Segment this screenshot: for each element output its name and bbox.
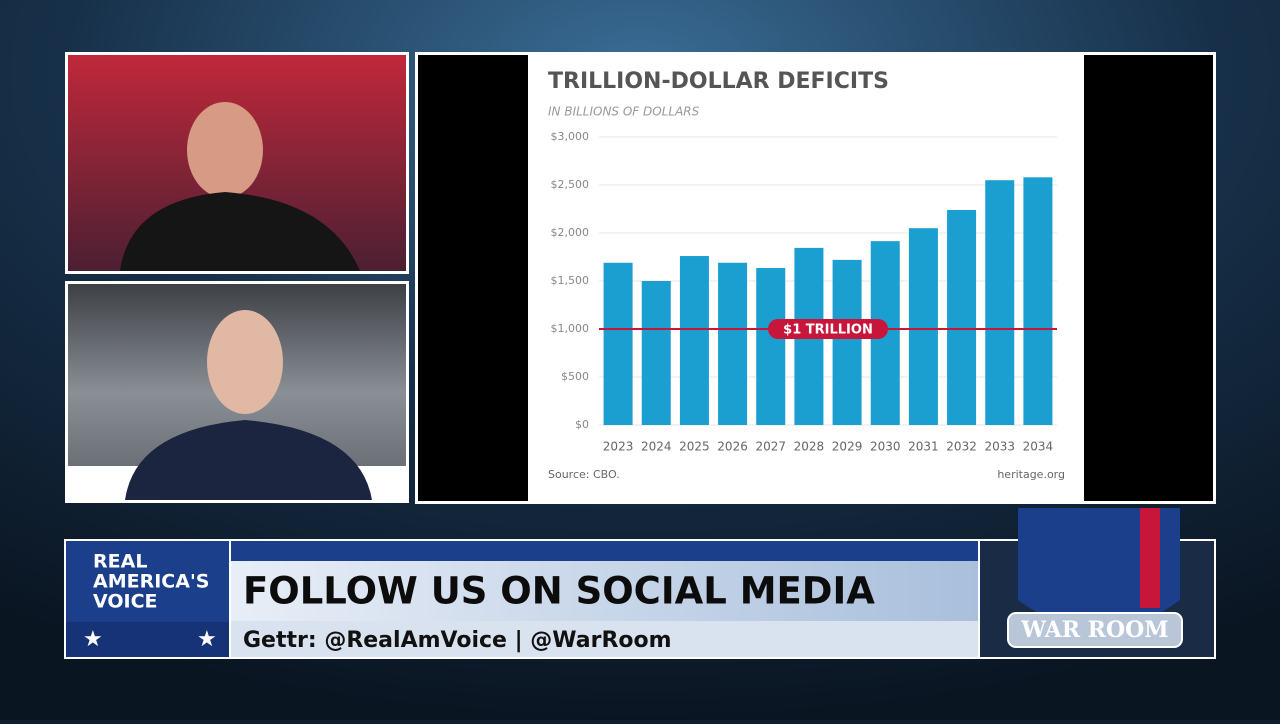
x-tick-label: 2029 <box>832 440 863 454</box>
x-tick-label: 2027 <box>755 440 786 454</box>
show-logo-plate <box>1007 612 1183 648</box>
y-tick-label: $0 <box>575 418 589 431</box>
show-logo-stripe <box>1140 508 1160 608</box>
bar <box>908 228 938 425</box>
y-tick-label: $2,000 <box>551 226 590 239</box>
chart-credit: heritage.org <box>997 468 1065 481</box>
x-tick-label: 2023 <box>603 440 634 454</box>
x-tick-label: 2031 <box>908 440 939 454</box>
host-body <box>120 192 360 271</box>
bar <box>947 209 977 425</box>
network-logo-text: REAL <box>93 551 147 573</box>
star: ★ <box>197 627 217 652</box>
bar <box>679 256 709 425</box>
logo-strip <box>66 622 229 657</box>
banner-subline: Gettr: @RealAmVoice | @WarRoom <box>243 628 672 653</box>
x-tick-label: 2026 <box>717 440 748 454</box>
bar <box>1023 177 1053 425</box>
bar <box>641 281 671 425</box>
show-logo-shield <box>1018 508 1180 630</box>
guest-head <box>207 310 283 414</box>
bar <box>985 180 1015 425</box>
bar <box>718 262 748 425</box>
banner-headline-box <box>231 561 978 621</box>
x-tick-label: 2030 <box>870 440 901 454</box>
host-head <box>187 102 263 198</box>
y-tick-label: $500 <box>561 370 589 383</box>
x-tick-label: 2034 <box>1023 440 1054 454</box>
bar <box>832 259 862 425</box>
y-tick-label: $3,000 <box>551 130 590 143</box>
x-tick-label: 2025 <box>679 440 710 454</box>
x-tick-label: 2033 <box>984 440 1015 454</box>
bar <box>603 262 633 425</box>
x-tick-label: 2024 <box>641 440 672 454</box>
bar <box>756 268 786 425</box>
banner-subline-box <box>231 621 978 657</box>
chart-subtitle: IN BILLIONS OF DOLLARS <box>548 105 700 119</box>
chart-title: TRILLION-DOLLAR DEFICITS <box>548 69 889 94</box>
star: ★ <box>83 627 103 652</box>
x-tick-label: 2032 <box>946 440 977 454</box>
y-tick-label: $1,000 <box>551 322 590 335</box>
y-tick-label: $1,500 <box>551 274 590 287</box>
x-tick-label: 2028 <box>794 440 825 454</box>
show-logo-text: WAR ROOM <box>1020 617 1168 643</box>
banner-top <box>231 541 978 561</box>
guest-body <box>125 420 372 500</box>
network-logo-text: VOICE <box>93 591 158 613</box>
chart-source: Source: CBO. <box>548 468 620 481</box>
reference-label: $1 TRILLION <box>783 323 873 338</box>
reference-label-pill <box>768 319 888 339</box>
chart: TRILLION-DOLLAR DEFICITS IN BILLIONS OF … <box>548 69 1065 481</box>
banner-headline: FOLLOW US ON SOCIAL MEDIA <box>243 570 875 613</box>
y-tick-label: $2,500 <box>551 178 590 191</box>
network-logo-text: AMERICA'S <box>93 571 209 593</box>
